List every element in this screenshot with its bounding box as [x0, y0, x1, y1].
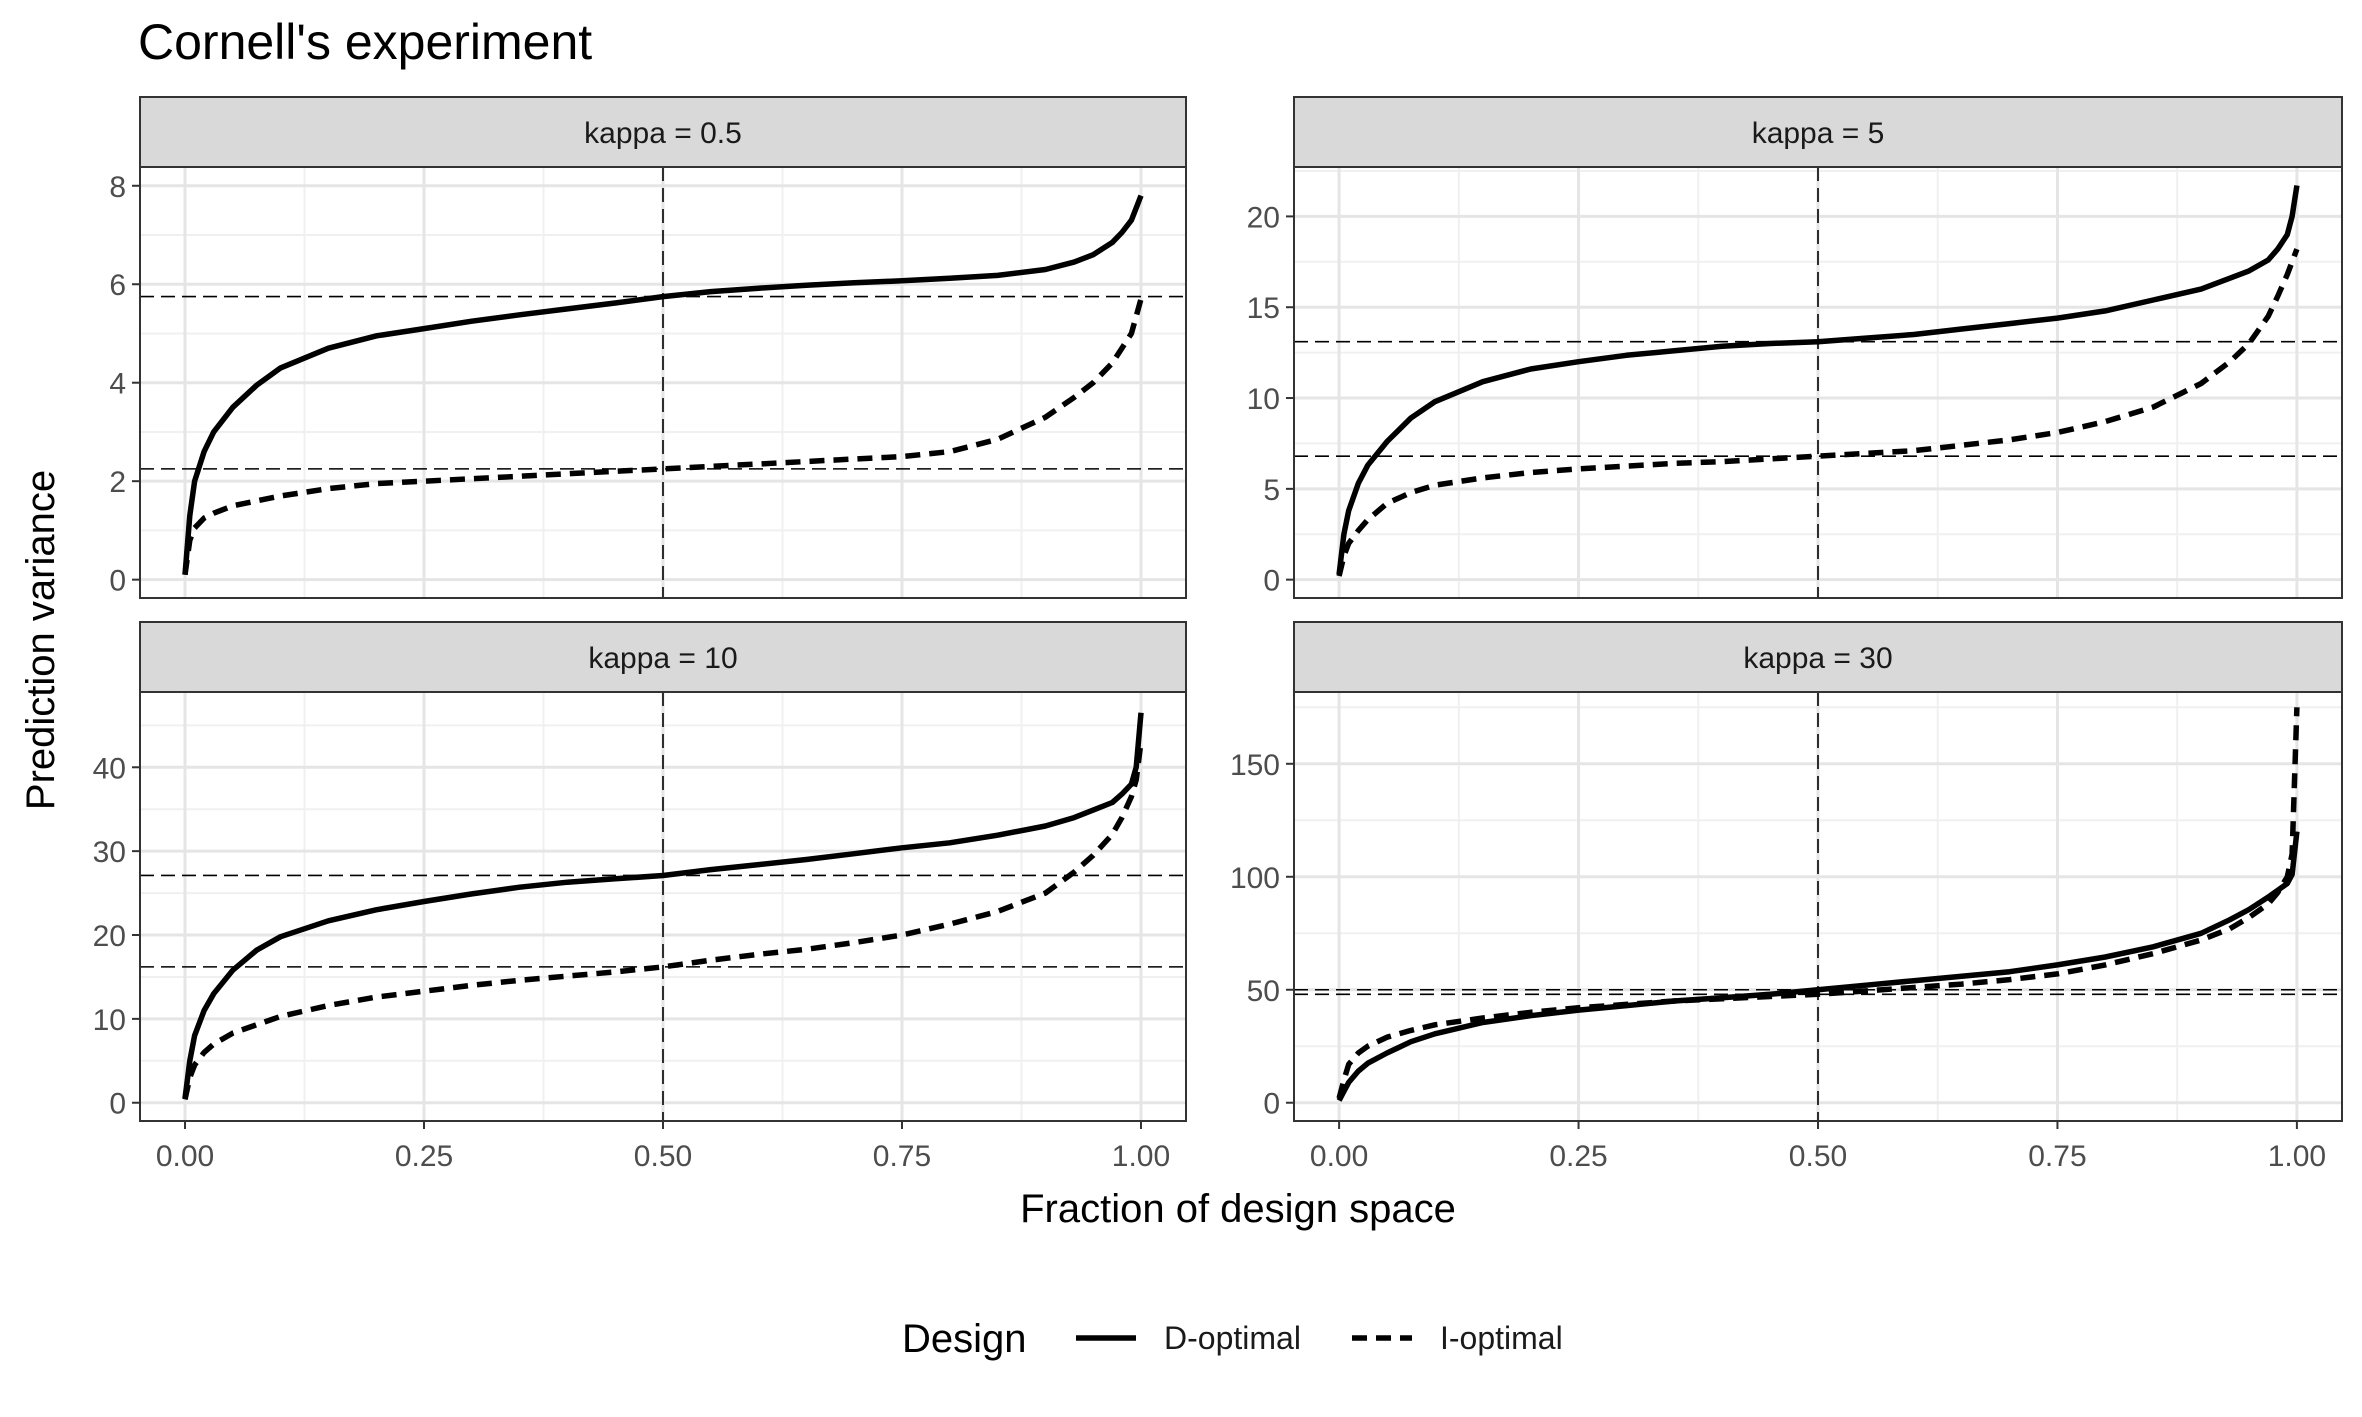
y-tick-label: 50	[1247, 975, 1280, 1008]
y-tick-label: 2	[109, 466, 126, 499]
facet-panel: kappa = 10 0 10 20 30 40 0.00 0.25 0.50 0.75 1.00	[93, 621, 1187, 1173]
y-axis-title: Prediction variance	[19, 470, 63, 810]
series-line-d-optimal	[1336, 185, 2300, 575]
facet-strip-label: kappa = 5	[1752, 117, 1885, 150]
series-line-i-optimal	[1336, 707, 2300, 1099]
x-tick-label: 0.75	[2028, 1140, 2086, 1173]
y-tick-label: 30	[93, 836, 126, 869]
y-tick-label: 20	[93, 920, 126, 953]
y-tick-label: 40	[93, 752, 126, 785]
y-tick-label: 15	[1247, 292, 1280, 325]
facet-strip	[139, 621, 1187, 693]
series-line-i-optimal	[182, 741, 1144, 1100]
y-tick-label: 0	[109, 565, 126, 598]
legend-title: Design	[902, 1317, 1027, 1361]
y-tick-label: 4	[109, 368, 126, 401]
facet-panel: kappa = 0.5 0 2 4 6 8	[109, 96, 1187, 599]
x-tick-label: 0.50	[634, 1140, 692, 1173]
legend-label-d-optimal: D-optimal	[1164, 1320, 1301, 1356]
series-line-d-optimal	[182, 712, 1144, 1099]
y-tick-label: 20	[1247, 201, 1280, 234]
series-line-d-optimal	[182, 194, 1144, 575]
legend-label-i-optimal: I-optimal	[1440, 1320, 1563, 1356]
y-tick-label: 0	[1263, 565, 1280, 598]
y-tick-label: 150	[1230, 749, 1280, 782]
facet-panel: kappa = 30 0 50 100 150 0.00 0.25 0.50 0.75 1.00	[1230, 621, 2343, 1173]
facet-strip	[1293, 96, 2343, 168]
legend: Design D-optimal I-optimal	[902, 1317, 1563, 1361]
y-tick-label: 100	[1230, 862, 1280, 895]
x-tick-label: 0.50	[1789, 1140, 1847, 1173]
y-tick-label: 0	[1263, 1088, 1280, 1121]
x-tick-label: 0.00	[1310, 1140, 1368, 1173]
x-tick-label: 0.00	[156, 1140, 214, 1173]
y-tick-label: 10	[93, 1004, 126, 1037]
facet-strip	[1293, 621, 2343, 693]
series-line-d-optimal	[1336, 831, 2300, 1102]
x-tick-label: 0.25	[395, 1140, 453, 1173]
x-axis-title: Fraction of design space	[1020, 1187, 1456, 1231]
x-tick-label: 1.00	[2268, 1140, 2326, 1173]
facet-panel: kappa = 5 0 5 10 15 20	[1247, 96, 2343, 599]
y-tick-label: 8	[109, 171, 126, 204]
facet-strip-label: kappa = 0.5	[584, 117, 742, 150]
facet-strip-label: kappa = 10	[588, 642, 737, 675]
x-tick-label: 1.00	[1112, 1140, 1170, 1173]
y-tick-label: 6	[109, 269, 126, 302]
series-line-i-optimal	[1336, 248, 2300, 577]
facet-strip-label: kappa = 30	[1743, 642, 1892, 675]
y-tick-label: 0	[109, 1088, 126, 1121]
x-tick-label: 0.75	[873, 1140, 931, 1173]
y-tick-label: 5	[1263, 474, 1280, 507]
y-tick-label: 10	[1247, 383, 1280, 416]
facet-strip	[139, 96, 1187, 168]
x-tick-label: 0.25	[1549, 1140, 1607, 1173]
chart-title: Cornell's experiment	[138, 14, 592, 70]
